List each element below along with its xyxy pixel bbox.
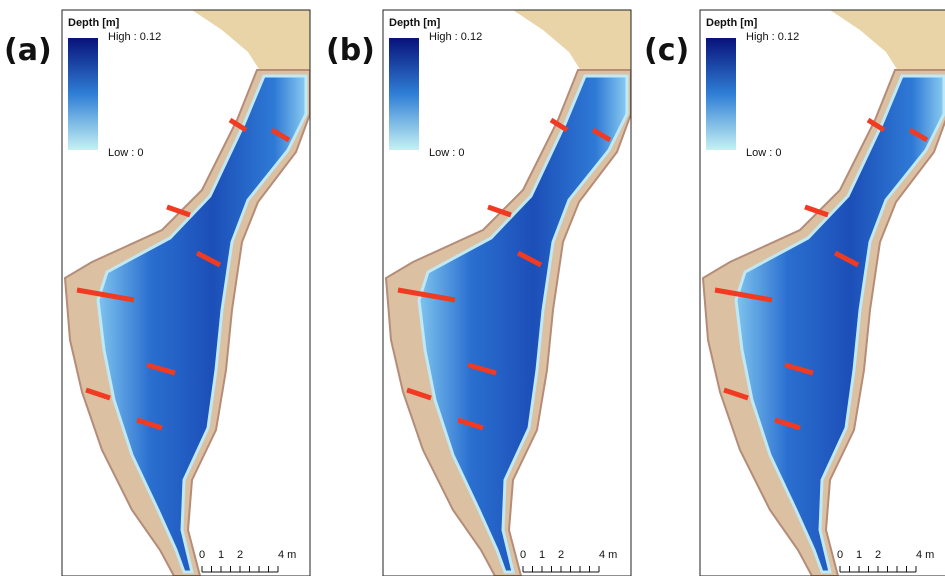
scale-label: 1 — [218, 549, 224, 561]
scale-label: 0 — [837, 549, 843, 561]
legend-title: Depth [m] — [389, 17, 441, 29]
map-content — [62, 10, 310, 576]
scale-label: 2 — [875, 549, 881, 561]
scale-label: 1 — [539, 549, 545, 561]
map-panel: Depth [m] High : 0.12 Low : 0 0 1 2 4 m — [62, 10, 310, 576]
scale-label: 4 m — [278, 549, 296, 561]
map-panel: Depth [m] High : 0.12 Low : 0 0 1 2 4 m — [383, 10, 631, 576]
panel-label: (a) — [4, 33, 52, 68]
figure: (a)Depth [m]High : 0.12Low : 00124 m(b)D… — [0, 0, 945, 576]
legend-ramp — [389, 38, 419, 150]
map-content — [700, 10, 945, 576]
panel-label: (c) — [644, 33, 689, 68]
legend-low: Low : 0 — [108, 147, 143, 159]
legend-title: Depth [m] — [706, 17, 758, 29]
scale-label: 1 — [856, 549, 862, 561]
map-panel: Depth [m] High : 0.12 Low : 0 0 1 2 4 m — [700, 10, 945, 576]
scale-label: 0 — [199, 549, 205, 561]
scale-label: 2 — [237, 549, 243, 561]
scale-label: 4 m — [599, 549, 617, 561]
legend-low: Low : 0 — [429, 147, 464, 159]
legend-ramp — [706, 38, 736, 150]
legend-title: Depth [m] — [68, 17, 120, 29]
scale-label: 2 — [558, 549, 564, 561]
legend-ramp — [68, 38, 98, 150]
panel-label: (b) — [326, 33, 375, 68]
legend-high: High : 0.12 — [108, 31, 161, 43]
legend-high: High : 0.12 — [746, 31, 799, 43]
scale-label: 0 — [520, 549, 526, 561]
map-content — [383, 10, 631, 576]
legend-low: Low : 0 — [746, 147, 781, 159]
scale-label: 4 m — [916, 549, 934, 561]
legend-high: High : 0.12 — [429, 31, 482, 43]
